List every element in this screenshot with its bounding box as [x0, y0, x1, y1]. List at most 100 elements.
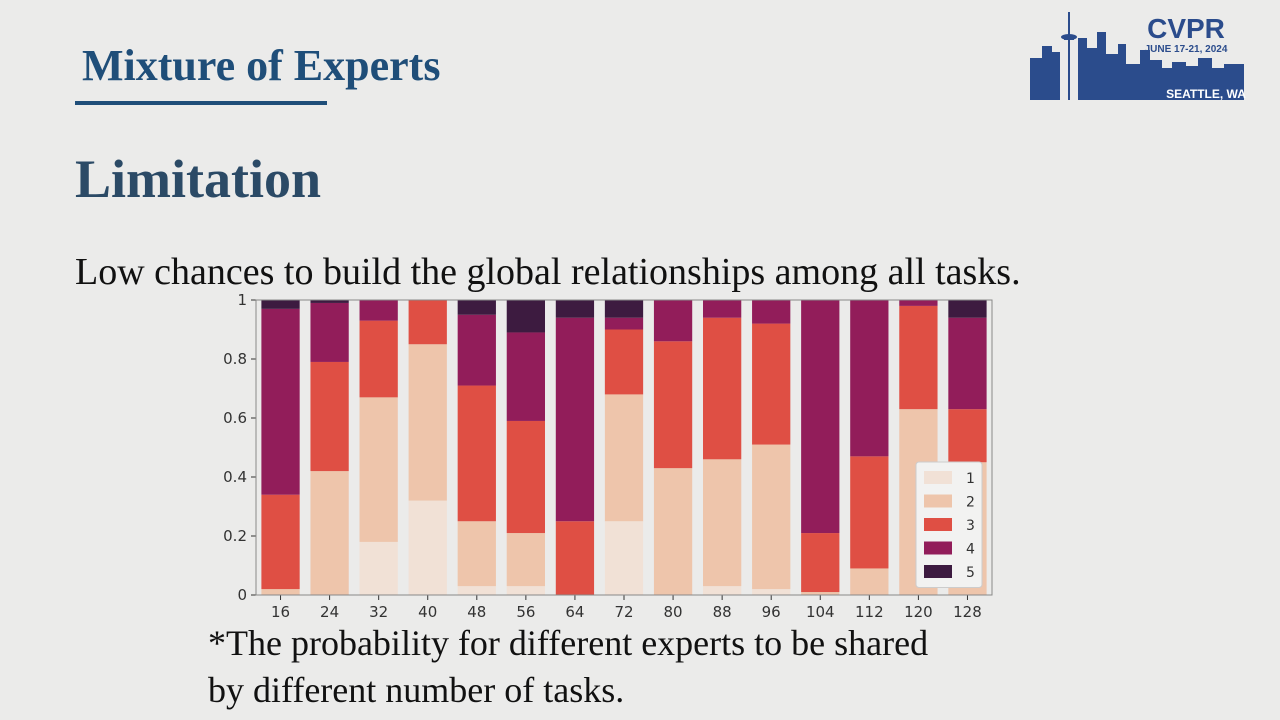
legend-label-2: 2	[966, 495, 975, 511]
bar-segment-64-expert-3	[555, 521, 595, 595]
bar-segment-96-expert-3	[752, 323, 791, 445]
bar-segment-24-expert-4	[310, 302, 349, 362]
bar-segment-16-expert-3	[261, 494, 300, 590]
y-tick-label: 0	[237, 586, 247, 604]
y-tick-label: 0.8	[223, 350, 247, 368]
legend-label-4: 4	[966, 542, 975, 558]
x-tick-label: 96	[762, 603, 781, 620]
x-tick-label: 32	[369, 603, 388, 620]
bar-segment-88-expert-4	[702, 300, 742, 318]
section-title: Mixture of Experts	[82, 41, 441, 90]
y-tick-label: 1	[237, 291, 247, 309]
logo-dates: JUNE 17-21, 2024	[1145, 44, 1228, 55]
bar-segment-72-expert-1	[604, 521, 644, 595]
bar-segment-16-expert-4	[261, 308, 300, 495]
x-tick-label: 120	[904, 603, 933, 620]
legend-swatch-4	[924, 541, 952, 555]
bar-segment-72-expert-3	[604, 329, 644, 395]
bar-segment-56-expert-4	[506, 332, 546, 421]
x-tick-label: 128	[953, 603, 982, 620]
bar-segment-48-expert-3	[457, 385, 496, 522]
bar-segment-128-expert-5	[948, 300, 987, 318]
bar-segment-104-expert-3	[801, 533, 840, 593]
bar-segment-104-expert-4	[801, 300, 840, 534]
caption-line-2: by different number of tasks.	[208, 670, 625, 710]
legend-label-3: 3	[966, 518, 975, 534]
legend-swatch-5	[924, 565, 952, 578]
bar-segment-88-expert-3	[702, 317, 742, 460]
bar-segment-16-expert-2	[261, 589, 300, 595]
bar-segment-80-expert-4	[653, 300, 693, 342]
x-tick-label: 56	[516, 603, 535, 620]
x-tick-label: 72	[614, 603, 633, 620]
cvpr-logo: CVPR JUNE 17-21, 2024 SEATTLE, WA	[1030, 12, 1246, 101]
x-tick-label: 16	[271, 603, 290, 620]
bar-segment-96-expert-4	[752, 300, 791, 324]
x-tick-label: 112	[855, 603, 884, 620]
bar-segment-120-expert-3	[899, 305, 938, 410]
bar-segment-112-expert-4	[850, 300, 889, 457]
y-tick-label: 0.6	[223, 409, 247, 427]
bar-segment-56-expert-3	[506, 420, 546, 534]
caption-line-1: *The probability for different experts t…	[208, 623, 929, 663]
bar-segment-40-expert-3	[408, 300, 447, 345]
bar-segment-128-expert-3	[948, 409, 987, 463]
x-tick-label: 64	[565, 603, 584, 620]
logo-name: CVPR	[1147, 13, 1225, 44]
bar-segment-72-expert-2	[604, 394, 644, 522]
bar-segment-48-expert-5	[457, 300, 496, 315]
seattle-skyline-icon	[1030, 12, 1244, 100]
bar-segment-56-expert-1	[506, 586, 546, 595]
bar-segment-48-expert-4	[457, 314, 496, 386]
legend-swatch-3	[924, 518, 952, 531]
legend-label-5: 5	[966, 565, 975, 581]
bar-segment-32-expert-3	[359, 320, 398, 398]
slide-body-text: Low chances to build the global relation…	[75, 251, 1021, 293]
bar-segment-56-expert-2	[506, 533, 546, 587]
bar-segment-40-expert-1	[408, 500, 447, 595]
bar-segment-112-expert-2	[850, 568, 889, 595]
x-tick-label: 48	[467, 603, 486, 620]
bar-segment-80-expert-3	[653, 341, 693, 469]
bar-segment-80-expert-2	[653, 468, 693, 595]
bar-segment-16-expert-5	[261, 300, 300, 309]
y-tick-label: 0.4	[223, 468, 247, 486]
legend-label-1: 1	[966, 471, 975, 487]
bar-segment-24-expert-5	[310, 300, 349, 303]
x-tick-label: 40	[418, 603, 437, 620]
bar-segment-104-expert-2	[801, 592, 840, 595]
bar-segment-112-expert-3	[850, 456, 889, 569]
y-tick-label: 0.2	[223, 527, 247, 545]
bar-segment-72-expert-4	[604, 317, 644, 330]
bar-segment-32-expert-1	[359, 541, 398, 595]
bar-segment-48-expert-1	[457, 586, 496, 595]
bar-segment-72-expert-5	[604, 300, 644, 318]
bar-segment-88-expert-1	[702, 586, 742, 595]
bar-segment-96-expert-1	[752, 589, 791, 595]
bar-segment-128-expert-4	[948, 317, 987, 410]
x-tick-label: 104	[806, 603, 835, 620]
x-tick-label: 24	[320, 603, 339, 620]
bar-segment-96-expert-2	[752, 444, 791, 590]
bar-segment-24-expert-2	[310, 471, 349, 595]
x-tick-label: 88	[713, 603, 732, 620]
bar-segment-32-expert-2	[359, 397, 398, 542]
bar-segment-64-expert-4	[555, 317, 595, 522]
bar-segment-48-expert-2	[457, 521, 496, 587]
logo-location: SEATTLE, WA	[1166, 87, 1246, 101]
bar-segment-24-expert-3	[310, 361, 349, 472]
bar-segment-88-expert-2	[702, 459, 742, 587]
legend-swatch-1	[924, 471, 952, 484]
bar-segment-32-expert-4	[359, 300, 398, 321]
x-tick-label: 80	[664, 603, 683, 620]
title-underline	[75, 101, 327, 105]
bar-segment-56-expert-5	[506, 300, 546, 333]
legend-swatch-2	[924, 494, 952, 508]
bar-segment-120-expert-4	[899, 300, 938, 306]
slide-heading: Limitation	[75, 149, 322, 209]
bar-segment-64-expert-5	[555, 300, 595, 318]
chart-caption: *The probability for different experts t…	[208, 620, 928, 714]
bar-segment-40-expert-2	[408, 344, 447, 501]
plot-frame	[255, 299, 993, 596]
